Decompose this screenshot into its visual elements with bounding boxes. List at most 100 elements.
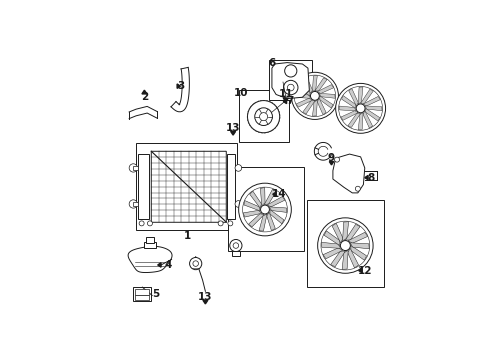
Bar <box>239 90 289 141</box>
Polygon shape <box>264 189 277 204</box>
Circle shape <box>355 186 360 191</box>
Circle shape <box>318 218 373 273</box>
Polygon shape <box>248 214 264 227</box>
Bar <box>146 237 154 243</box>
Circle shape <box>235 165 242 171</box>
Text: 11: 11 <box>278 90 293 99</box>
Circle shape <box>193 261 198 266</box>
Polygon shape <box>283 99 287 104</box>
Polygon shape <box>142 90 147 94</box>
Polygon shape <box>329 162 334 165</box>
Polygon shape <box>358 87 363 104</box>
Polygon shape <box>349 89 358 106</box>
Text: 13: 13 <box>198 292 213 302</box>
Bar <box>133 287 151 301</box>
Polygon shape <box>272 63 309 99</box>
Circle shape <box>285 65 297 77</box>
Polygon shape <box>324 231 340 246</box>
Circle shape <box>233 243 239 248</box>
Polygon shape <box>339 106 356 111</box>
Polygon shape <box>343 222 348 241</box>
Circle shape <box>255 108 272 126</box>
Bar <box>232 251 240 256</box>
Text: 10: 10 <box>234 88 248 98</box>
Polygon shape <box>315 78 327 91</box>
Text: 6: 6 <box>269 58 275 68</box>
Circle shape <box>228 221 233 226</box>
Bar <box>133 166 138 170</box>
Polygon shape <box>313 76 318 91</box>
Polygon shape <box>333 154 365 193</box>
Text: 12: 12 <box>358 266 372 275</box>
Text: 7: 7 <box>286 96 294 107</box>
Polygon shape <box>267 212 275 231</box>
Polygon shape <box>348 113 361 127</box>
Text: 3: 3 <box>177 81 184 91</box>
Polygon shape <box>243 210 262 217</box>
Polygon shape <box>320 96 333 108</box>
Polygon shape <box>244 201 260 211</box>
Polygon shape <box>203 300 208 304</box>
Polygon shape <box>128 246 172 273</box>
Text: 13: 13 <box>226 123 241 133</box>
Circle shape <box>311 91 319 100</box>
Polygon shape <box>318 85 334 94</box>
Bar <box>307 200 384 287</box>
Bar <box>227 167 304 251</box>
Polygon shape <box>332 223 343 243</box>
Circle shape <box>129 200 138 208</box>
Circle shape <box>190 257 202 270</box>
Circle shape <box>243 187 287 232</box>
Polygon shape <box>321 242 341 248</box>
Bar <box>144 242 156 248</box>
Circle shape <box>247 100 280 133</box>
Bar <box>135 289 149 295</box>
Polygon shape <box>158 263 161 267</box>
Polygon shape <box>358 113 363 130</box>
Polygon shape <box>342 250 348 269</box>
Bar <box>227 154 235 219</box>
Polygon shape <box>331 251 345 267</box>
Polygon shape <box>304 77 313 93</box>
Circle shape <box>239 183 292 236</box>
Polygon shape <box>363 96 380 106</box>
Polygon shape <box>345 224 360 240</box>
Text: 1: 1 <box>184 231 191 241</box>
Polygon shape <box>341 111 358 120</box>
Polygon shape <box>267 197 285 207</box>
Polygon shape <box>303 101 315 114</box>
Polygon shape <box>351 246 367 260</box>
Polygon shape <box>273 192 276 197</box>
Circle shape <box>294 75 336 117</box>
Circle shape <box>336 84 386 133</box>
Polygon shape <box>366 108 380 121</box>
Polygon shape <box>177 84 180 89</box>
Circle shape <box>339 86 383 130</box>
Polygon shape <box>342 96 356 108</box>
Polygon shape <box>294 94 311 98</box>
Polygon shape <box>323 248 343 259</box>
Circle shape <box>235 201 242 207</box>
Polygon shape <box>317 98 326 114</box>
Polygon shape <box>259 214 267 231</box>
Text: 4: 4 <box>164 260 171 270</box>
Polygon shape <box>269 207 287 212</box>
Polygon shape <box>231 131 236 135</box>
Circle shape <box>129 164 138 172</box>
Circle shape <box>341 240 350 251</box>
Polygon shape <box>297 84 310 96</box>
Text: 14: 14 <box>271 189 286 199</box>
Polygon shape <box>350 243 369 249</box>
Text: 2: 2 <box>141 92 148 102</box>
Bar <box>135 295 149 300</box>
Polygon shape <box>365 106 382 111</box>
Circle shape <box>335 157 340 162</box>
Polygon shape <box>319 93 335 98</box>
Polygon shape <box>270 210 284 224</box>
Circle shape <box>288 84 294 91</box>
Polygon shape <box>250 191 262 208</box>
Polygon shape <box>296 98 313 107</box>
Bar <box>133 202 138 206</box>
Circle shape <box>261 205 270 214</box>
Polygon shape <box>260 188 265 206</box>
